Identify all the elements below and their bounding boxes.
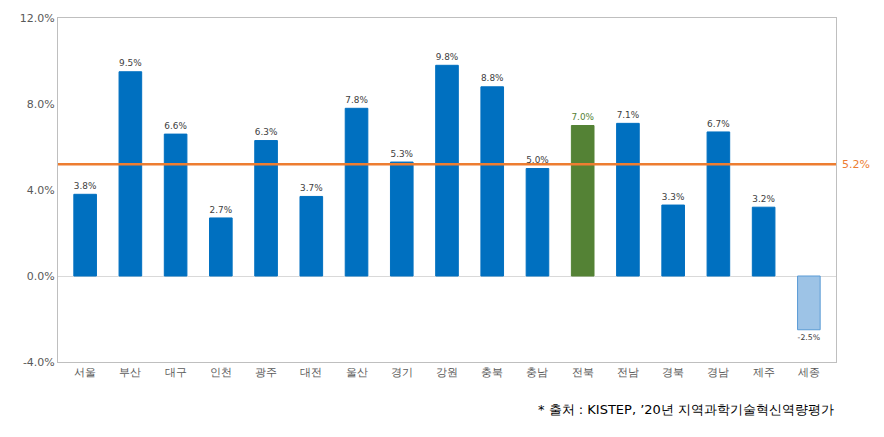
svg-text:강원: 강원 bbox=[436, 366, 458, 379]
svg-text:2.7%: 2.7% bbox=[210, 205, 233, 215]
svg-text:5.3%: 5.3% bbox=[390, 149, 413, 159]
svg-text:3.7%: 3.7% bbox=[300, 183, 323, 193]
svg-text:서울: 서울 bbox=[74, 366, 96, 379]
svg-text:충북: 충북 bbox=[481, 366, 503, 379]
svg-text:대구: 대구 bbox=[165, 366, 187, 379]
svg-text:5.0%: 5.0% bbox=[526, 155, 549, 165]
svg-text:경북: 경북 bbox=[662, 366, 684, 379]
svg-text:부산: 부산 bbox=[119, 366, 141, 379]
svg-text:8.8%: 8.8% bbox=[481, 73, 504, 83]
svg-text:충남: 충남 bbox=[526, 366, 548, 379]
svg-text:6.7%: 6.7% bbox=[707, 119, 730, 129]
svg-text:7.0%: 7.0% bbox=[571, 112, 594, 122]
svg-text:0.0%: 0.0% bbox=[27, 270, 55, 283]
svg-text:-2.5%: -2.5% bbox=[798, 333, 821, 342]
svg-text:4.0%: 4.0% bbox=[27, 184, 55, 197]
svg-text:5.2%: 5.2% bbox=[842, 158, 870, 171]
svg-text:세종: 세종 bbox=[798, 366, 820, 379]
svg-text:3.3%: 3.3% bbox=[662, 192, 685, 202]
svg-text:인천: 인천 bbox=[210, 366, 232, 379]
svg-text:울산: 울산 bbox=[346, 366, 368, 379]
svg-text:8.0%: 8.0% bbox=[27, 98, 55, 111]
svg-text:9.5%: 9.5% bbox=[119, 58, 142, 68]
svg-text:7.1%: 7.1% bbox=[617, 110, 640, 120]
svg-text:전북: 전북 bbox=[572, 366, 594, 379]
svg-text:6.6%: 6.6% bbox=[164, 121, 187, 131]
svg-text:대전: 대전 bbox=[300, 366, 322, 379]
svg-text:전남: 전남 bbox=[617, 366, 639, 379]
svg-text:9.8%: 9.8% bbox=[436, 52, 459, 62]
svg-text:12.0%: 12.0% bbox=[20, 12, 55, 25]
svg-text:6.3%: 6.3% bbox=[255, 127, 278, 137]
svg-text:제주: 제주 bbox=[753, 366, 775, 379]
svg-text:3.8%: 3.8% bbox=[74, 181, 97, 191]
svg-text:광주: 광주 bbox=[255, 366, 277, 379]
svg-text:-4.0%: -4.0% bbox=[23, 356, 55, 369]
svg-text:3.2%: 3.2% bbox=[752, 194, 775, 204]
svg-text:경기: 경기 bbox=[391, 366, 413, 379]
svg-text:* 출처 : KISTEP, ’20년 지역과학기술혁신역량: * 출처 : KISTEP, ’20년 지역과학기술혁신역량평가 bbox=[538, 402, 834, 417]
svg-text:경남: 경남 bbox=[707, 366, 729, 379]
svg-text:7.8%: 7.8% bbox=[345, 95, 368, 105]
